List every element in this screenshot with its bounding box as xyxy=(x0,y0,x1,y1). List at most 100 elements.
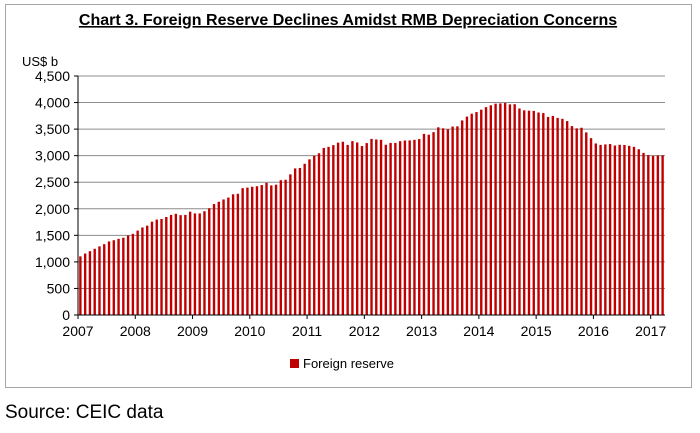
x-tick-label: 2012 xyxy=(349,323,380,339)
bar xyxy=(208,208,211,315)
bar xyxy=(313,155,316,315)
bar xyxy=(336,142,340,315)
bar xyxy=(608,144,612,315)
bar xyxy=(470,113,473,316)
bar xyxy=(126,235,130,315)
y-tick-label: 3,000 xyxy=(35,148,70,164)
bar xyxy=(427,134,430,315)
bar xyxy=(546,116,550,316)
bar xyxy=(408,140,411,315)
bar xyxy=(494,103,497,315)
bar xyxy=(642,152,645,315)
bar xyxy=(93,248,96,315)
bar xyxy=(503,102,507,316)
bar xyxy=(122,237,125,315)
bar xyxy=(422,133,426,315)
bar xyxy=(551,115,555,315)
bar xyxy=(647,155,650,315)
legend-swatch xyxy=(290,359,299,368)
bar xyxy=(179,215,182,315)
source-note: Source: CEIC data xyxy=(5,402,164,423)
bar xyxy=(341,141,345,315)
axes xyxy=(74,75,665,319)
bar xyxy=(83,253,87,315)
bar xyxy=(413,139,416,315)
bar xyxy=(656,155,660,315)
bar xyxy=(370,138,373,315)
bar xyxy=(556,117,559,316)
bar xyxy=(561,118,564,315)
bar xyxy=(155,219,158,315)
bar xyxy=(188,211,192,315)
bar xyxy=(637,149,640,315)
x-tick-label: 2013 xyxy=(406,323,437,339)
bar xyxy=(184,214,187,315)
bar xyxy=(98,246,101,315)
bar xyxy=(613,145,617,315)
bar xyxy=(322,147,325,315)
bar xyxy=(489,105,493,315)
bar xyxy=(527,110,531,316)
y-tick-label: 4,000 xyxy=(35,95,70,111)
bar xyxy=(418,139,421,315)
bar xyxy=(623,144,626,315)
bar xyxy=(360,146,364,315)
bar xyxy=(274,184,278,315)
y-axis-unit-label: US$ b xyxy=(22,54,58,69)
y-tick-label: 1,000 xyxy=(35,254,70,270)
bar xyxy=(542,113,545,315)
bar xyxy=(508,104,512,315)
bar xyxy=(169,214,173,315)
bar xyxy=(165,217,168,315)
bar xyxy=(379,139,383,315)
bar xyxy=(131,233,135,315)
bar xyxy=(604,144,607,315)
bar xyxy=(465,116,469,315)
y-tick-label: 3,500 xyxy=(35,121,70,137)
bar xyxy=(460,120,464,315)
bar xyxy=(523,110,526,315)
y-tick-label: 0 xyxy=(62,307,70,323)
bar xyxy=(618,144,621,315)
bar xyxy=(446,129,450,315)
y-tick-label: 2,500 xyxy=(35,174,70,190)
bar xyxy=(246,187,249,315)
x-tick-label: 2007 xyxy=(62,323,93,339)
bar xyxy=(513,104,516,315)
bar xyxy=(146,225,149,315)
bar xyxy=(317,153,321,315)
legend-label: Foreign reserve xyxy=(303,356,394,371)
bar xyxy=(241,188,244,315)
y-tick-label: 2,000 xyxy=(35,201,70,217)
bar xyxy=(456,126,459,315)
bar xyxy=(632,146,636,315)
bar xyxy=(303,163,306,315)
bar xyxy=(193,213,197,315)
bar xyxy=(580,127,583,315)
bar xyxy=(499,103,502,315)
bar xyxy=(346,144,349,315)
bar xyxy=(217,201,220,315)
bar xyxy=(227,197,230,315)
x-tick-label: 2009 xyxy=(177,323,208,339)
bar xyxy=(284,179,287,315)
bar xyxy=(651,155,655,315)
bar xyxy=(441,128,445,315)
bar xyxy=(589,138,593,315)
bar xyxy=(265,182,268,315)
bar xyxy=(203,211,206,315)
bar xyxy=(432,132,435,315)
bar xyxy=(79,256,82,315)
x-tick-label: 2010 xyxy=(234,323,265,339)
bar xyxy=(599,144,602,315)
bar xyxy=(198,213,201,315)
bar xyxy=(398,141,402,315)
bar xyxy=(327,146,330,315)
bar xyxy=(107,241,111,315)
bar xyxy=(365,143,368,315)
x-tick-label: 2015 xyxy=(521,323,552,339)
bar xyxy=(628,145,631,315)
bar xyxy=(451,126,454,315)
bar xyxy=(384,144,388,315)
